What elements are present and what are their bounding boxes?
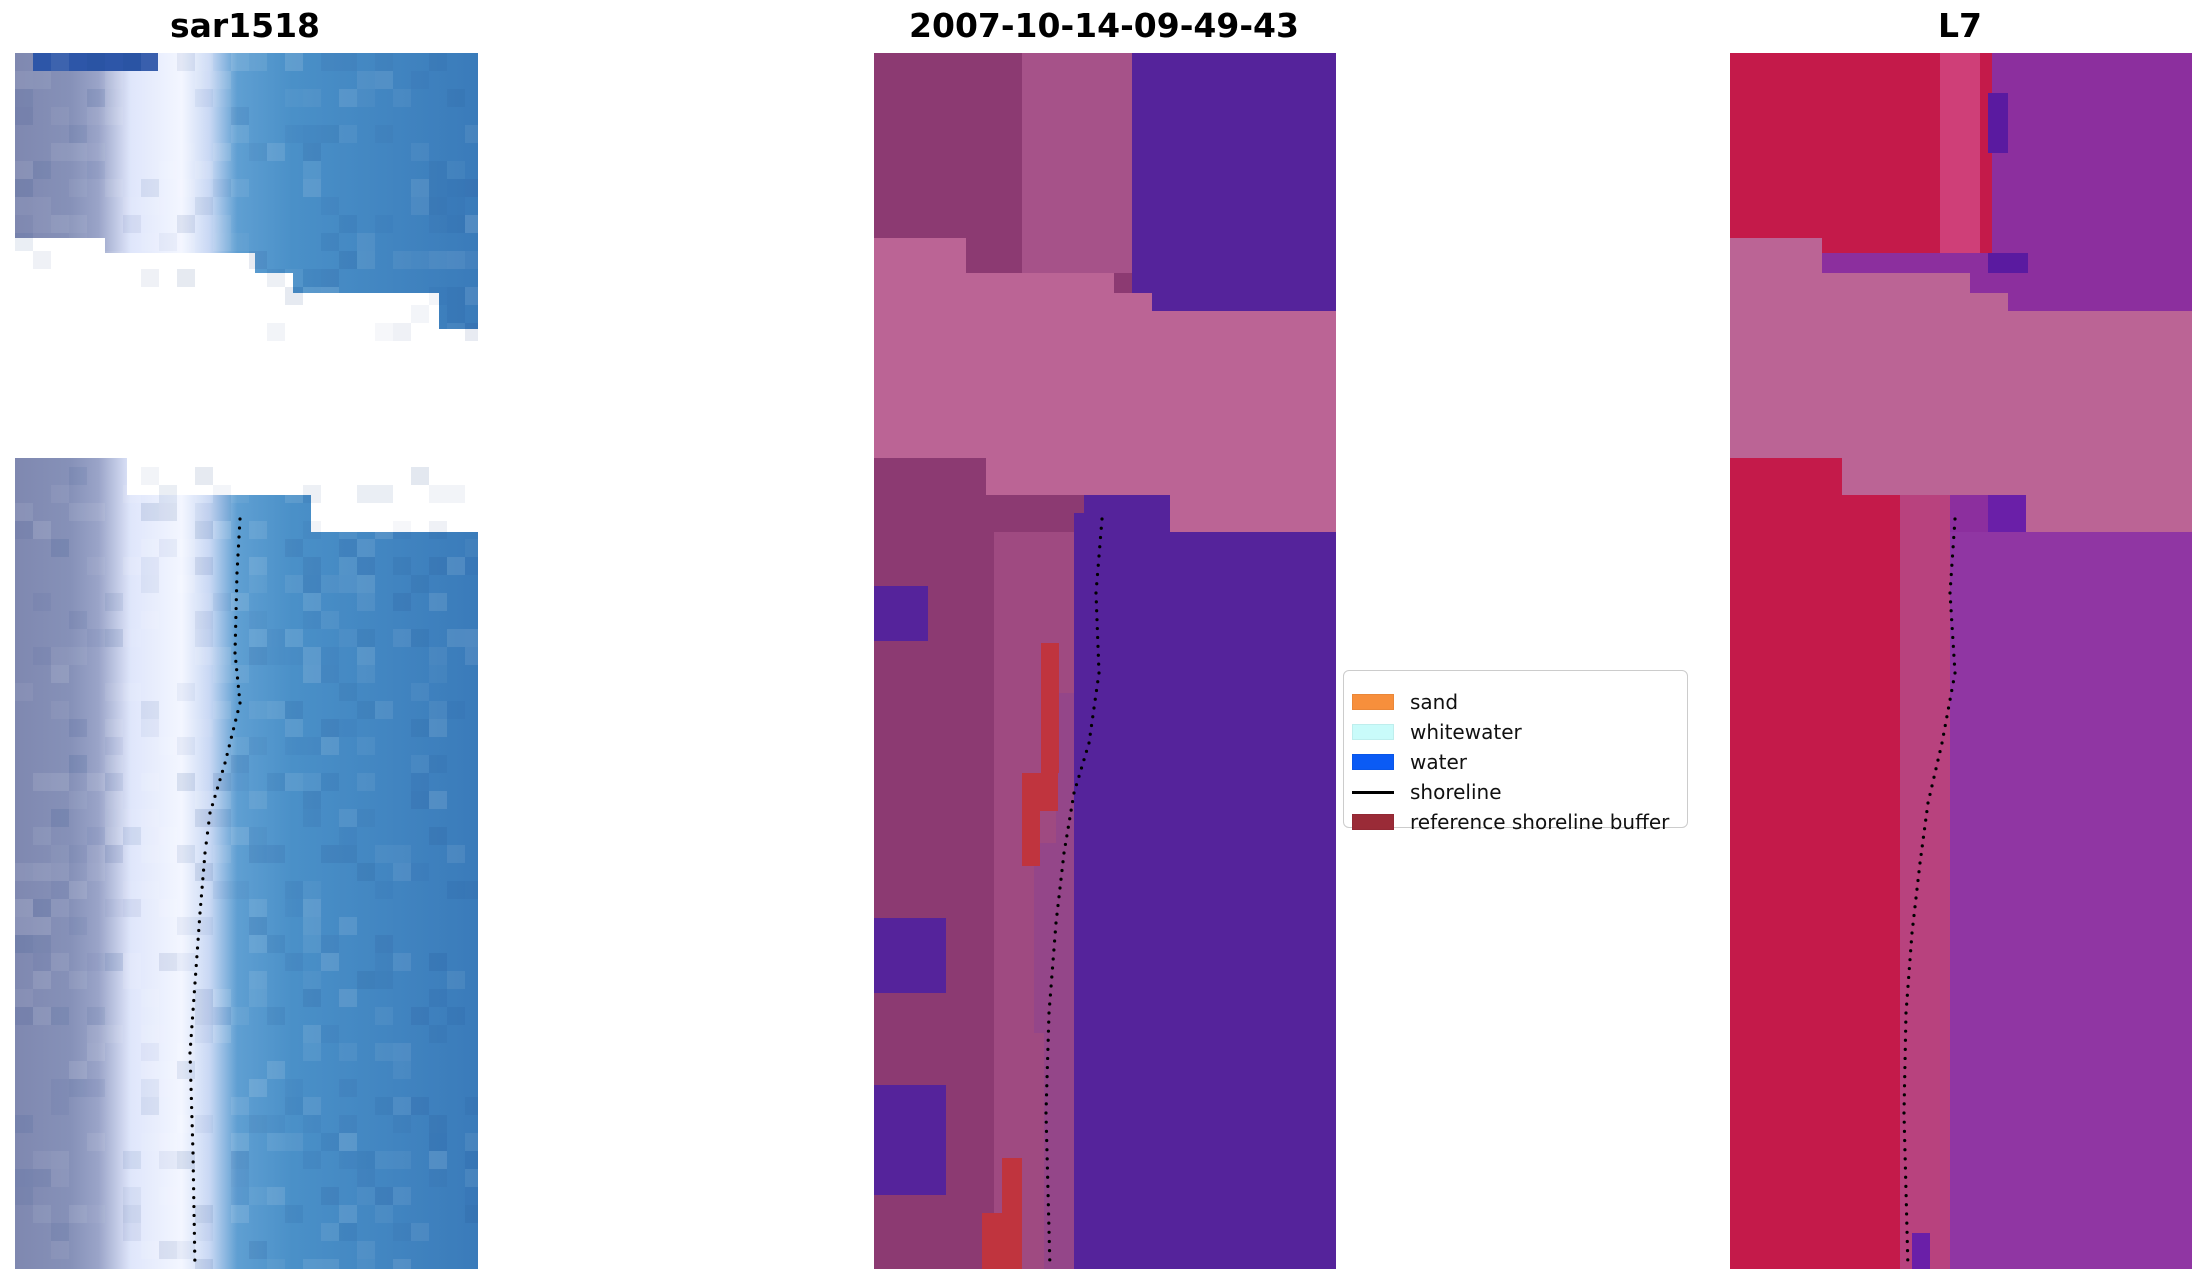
sar-shoreline bbox=[188, 517, 242, 1262]
legend: sand whitewater water shoreline referenc… bbox=[1343, 670, 1688, 834]
l7-image-panel bbox=[1730, 53, 2192, 1269]
sand-swatch bbox=[1352, 694, 1394, 710]
legend-label-water: water bbox=[1410, 750, 1467, 774]
legend-label-buffer: reference shoreline buffer bbox=[1410, 810, 1670, 834]
l7-shoreline bbox=[1902, 517, 1957, 1262]
panel-title-l7: L7 bbox=[1938, 6, 1982, 45]
panel-title-sar: sar1518 bbox=[169, 6, 321, 45]
legend-label-whitewater: whitewater bbox=[1410, 720, 1522, 744]
panel-title-classified: 2007-10-14-09-49-43 bbox=[909, 6, 1299, 45]
classified-shoreline bbox=[1044, 517, 1104, 1262]
classified-image-panel bbox=[874, 53, 1336, 1269]
legend-label-sand: sand bbox=[1410, 690, 1459, 714]
water-swatch bbox=[1352, 754, 1394, 770]
sar-image bbox=[15, 53, 478, 1269]
sar-image-panel bbox=[15, 53, 478, 1269]
legend-item-shoreline: shoreline bbox=[1352, 779, 1502, 805]
legend-item-buffer: reference shoreline buffer bbox=[1352, 809, 1669, 835]
buffer-swatch bbox=[1352, 814, 1394, 830]
legend-item-water: water bbox=[1352, 749, 1467, 775]
shoreline-line-sample bbox=[1352, 790, 1394, 794]
legend-item-sand: sand bbox=[1352, 689, 1458, 715]
whitewater-swatch bbox=[1352, 724, 1394, 740]
classified-image bbox=[874, 53, 1336, 1269]
legend-label-shoreline: shoreline bbox=[1410, 780, 1502, 804]
legend-item-whitewater: whitewater bbox=[1352, 719, 1522, 745]
l7-image bbox=[1730, 53, 2192, 1269]
